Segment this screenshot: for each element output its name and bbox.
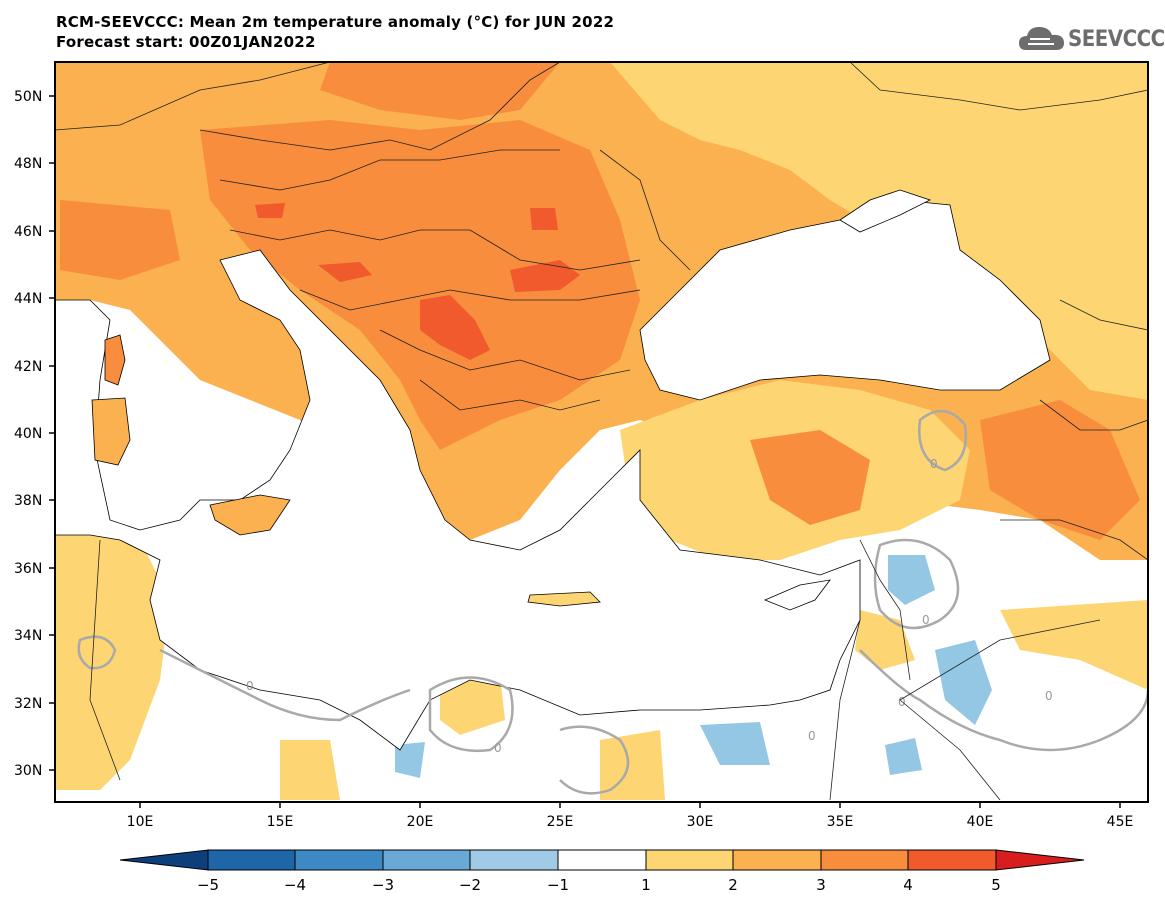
colorbar-label: 1 xyxy=(641,876,651,894)
colorbar-label: −3 xyxy=(372,876,394,894)
lat-label: 48N xyxy=(14,156,42,172)
colorbar-bin xyxy=(820,849,909,871)
forecast-start-label: Forecast start: 00Z01JAN2022 xyxy=(56,33,316,51)
colorbar-bin xyxy=(557,849,647,871)
colorbar-label: 3 xyxy=(816,876,826,894)
contour-line xyxy=(77,635,117,670)
contour-line xyxy=(873,538,960,630)
lat-label: 32N xyxy=(14,696,42,712)
contour-label: 0 xyxy=(930,457,938,471)
lat-label: 38N xyxy=(14,493,42,509)
lat-label: 40N xyxy=(14,426,42,442)
contour-label: 0 xyxy=(922,613,930,627)
longitude-axis: 10E 15E 20E 25E 30E 35E 40E 45E xyxy=(127,802,1134,830)
colorbar-high-arrow xyxy=(995,849,1085,871)
lat-label: 50N xyxy=(14,89,42,105)
cloud-icon xyxy=(1019,27,1064,50)
sardinia xyxy=(91,397,131,466)
contour-label: 0 xyxy=(1045,689,1053,703)
anomaly-region-neg-sinai xyxy=(885,738,922,775)
cyprus xyxy=(763,579,831,611)
colorbar-bin xyxy=(907,849,997,871)
colorbar-bin xyxy=(294,849,384,871)
lat-label: 46N xyxy=(14,224,42,240)
map-frame xyxy=(54,61,1149,803)
anomaly-region-1-2-egypt xyxy=(600,730,665,800)
colorbar-bin xyxy=(207,849,296,871)
contour-line xyxy=(559,725,630,795)
anomaly-region-4-5-croatia xyxy=(318,262,372,282)
colorbar-label: −5 xyxy=(197,876,219,894)
anomaly-region-4-5-serbia xyxy=(420,295,490,360)
black-sea xyxy=(639,199,1051,401)
anomaly-region-3-4-north xyxy=(320,62,560,120)
anomaly-region-3-4-east-turkey xyxy=(980,400,1140,540)
colorbar-low-arrow xyxy=(119,849,209,871)
colorbar-labels: −5 −4 −3 −2 −1 1 2 3 4 5 xyxy=(197,876,1001,894)
anomaly-region-3-4-alps xyxy=(60,200,180,280)
anomaly-region-1-2-africa xyxy=(55,530,170,790)
lat-label: 42N xyxy=(14,359,42,375)
colorbar-label: −2 xyxy=(459,876,481,894)
contour-line xyxy=(159,648,411,722)
map-title: RCM-SEEVCCC: Mean 2m temperature anomaly… xyxy=(56,13,615,31)
lon-label: 40E xyxy=(967,814,994,830)
anomaly-region-1-2-iraq xyxy=(1000,600,1148,690)
colorbar-bin xyxy=(469,849,559,871)
colorbar-label: −1 xyxy=(547,876,569,894)
anomaly-region-1-2-libya xyxy=(440,675,505,735)
country-borders xyxy=(55,62,1148,801)
anomaly-region-4-5-austria xyxy=(255,203,285,218)
lon-label: 35E xyxy=(827,814,854,830)
contour-label: 0 xyxy=(494,741,502,755)
crete xyxy=(527,591,601,607)
anomaly-region-4-5-romania xyxy=(510,260,580,292)
sea-of-azov xyxy=(839,189,932,233)
colorbar-bin xyxy=(382,849,471,871)
lat-label: 34N xyxy=(14,628,42,644)
lon-label: 15E xyxy=(267,814,294,830)
anomaly-region-3-4-central xyxy=(200,120,640,450)
anomaly-field: 0 0 0 0 0 0 0 xyxy=(55,62,1148,802)
colorbar-label: 5 xyxy=(991,876,1001,894)
lon-label: 30E xyxy=(687,814,714,830)
islands xyxy=(91,334,831,611)
anomaly-region-neg-jordan xyxy=(935,640,992,725)
colorbar-label: 4 xyxy=(903,876,913,894)
anomaly-region-4-5-hungary xyxy=(530,208,558,230)
zero-contours xyxy=(77,410,1148,795)
colorbar-bin xyxy=(732,849,822,871)
logo-text: SEEVCCC xyxy=(1068,27,1165,52)
lat-label: 36N xyxy=(14,561,42,577)
anomaly-region-neg-syria xyxy=(888,555,935,605)
contour-line xyxy=(859,649,1148,752)
colorbar-bin xyxy=(645,849,734,871)
lon-label: 10E xyxy=(127,814,154,830)
seevccc-logo: SEEVCCC xyxy=(1018,24,1165,56)
contour-label: 0 xyxy=(808,729,816,743)
lon-label: 25E xyxy=(547,814,574,830)
anomaly-region-neg-egypt xyxy=(700,722,770,765)
sicily xyxy=(209,494,291,536)
contour-label: 0 xyxy=(246,679,254,693)
lon-label: 20E xyxy=(407,814,434,830)
latitude-axis: 50N 48N 46N 44N 42N 40N 38N 36N 34N 32N … xyxy=(14,89,55,779)
contour-line xyxy=(918,410,968,472)
lat-label: 44N xyxy=(14,291,42,307)
corsica xyxy=(104,334,126,386)
colorbar-label: −4 xyxy=(284,876,306,894)
contour-line xyxy=(428,676,514,752)
colorbar-label: 2 xyxy=(728,876,738,894)
mediterranean-sea xyxy=(55,249,861,751)
anomaly-region-1-2-desert xyxy=(280,740,340,800)
lon-label: 45E xyxy=(1107,814,1134,830)
anomaly-region-3-4-anatolia xyxy=(750,430,870,525)
anomaly-region-neg-libya xyxy=(395,742,425,778)
colorbar xyxy=(119,849,1085,871)
lat-label: 30N xyxy=(14,763,42,779)
